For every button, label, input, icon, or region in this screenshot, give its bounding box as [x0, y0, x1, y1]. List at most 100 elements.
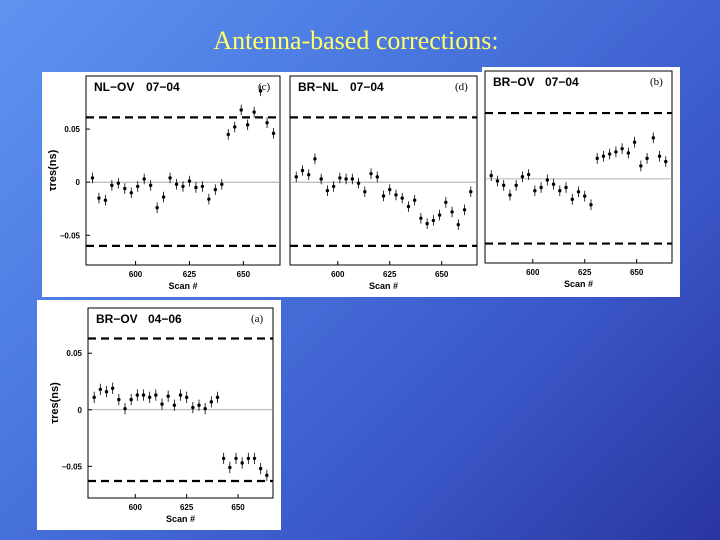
data-point	[545, 178, 550, 182]
data-point	[161, 195, 166, 199]
x-tick-label: 600	[331, 270, 345, 279]
chart-a: BR−OV 04−06 (a) 600 625 650 Scan # 0.05 0 −0.05 τr…	[49, 307, 274, 524]
data-point	[400, 196, 404, 200]
data-point	[136, 184, 140, 189]
data-point	[533, 189, 537, 193]
data-point	[412, 198, 417, 202]
data-point	[271, 131, 276, 136]
data-point	[104, 389, 109, 394]
plot-panel-b: BR−OV 07−04 (b) 600 625 650 Scan #	[482, 67, 680, 297]
data-point	[444, 200, 448, 205]
data-point	[419, 216, 423, 220]
data-point	[614, 150, 618, 154]
data-point	[551, 182, 556, 186]
data-point	[657, 154, 662, 158]
data-point	[258, 466, 263, 471]
plot-title: NL−OV	[94, 80, 134, 94]
data-point	[394, 193, 398, 197]
data-point	[98, 387, 103, 392]
data-point	[110, 183, 114, 188]
data-point	[450, 210, 454, 214]
x-tick-label: 650	[630, 268, 644, 277]
data-point	[181, 184, 185, 189]
data-point	[437, 213, 442, 217]
data-point	[154, 393, 158, 397]
x-tick-label: 650	[231, 503, 245, 512]
x-tick-label: 650	[435, 270, 449, 279]
plot-frame	[87, 307, 274, 499]
data-point	[639, 164, 643, 168]
x-axis-label: Scan #	[166, 514, 195, 524]
data-point	[220, 182, 224, 187]
data-point	[508, 193, 512, 197]
data-point	[325, 188, 330, 193]
data-point	[135, 393, 140, 397]
plot-panel-d: BR−NL 07−04 (d) 600 625 650 Scan #	[287, 72, 482, 297]
data-point	[141, 393, 146, 397]
plot-title: BR−OV	[96, 312, 138, 326]
plot-panel-a: BR−OV 04−06 (a) 600 625 650 Scan # 0.05 0 −0.05 τr…	[37, 300, 281, 530]
data-point	[265, 473, 269, 478]
data-point	[406, 204, 411, 209]
data-point	[645, 156, 649, 161]
data-point	[147, 395, 152, 400]
plot-frame	[289, 75, 478, 266]
data-point	[539, 185, 543, 190]
data-point	[187, 179, 192, 183]
x-tick-label: 625	[180, 503, 194, 512]
data-point	[431, 218, 436, 223]
data-point	[265, 121, 269, 125]
x-tick-label: 600	[129, 270, 143, 279]
data-point	[97, 196, 101, 200]
data-point	[313, 157, 317, 161]
y-tick-label: −0.05	[62, 462, 83, 471]
data-point	[583, 194, 587, 198]
slide-title: Antenna-based corrections:	[213, 26, 499, 55]
data-point	[564, 185, 568, 190]
data-point	[116, 181, 121, 185]
plot-date: 07−04	[545, 75, 579, 89]
data-point	[215, 395, 220, 400]
y-tick-label: 0	[78, 406, 83, 415]
data-point	[203, 406, 207, 411]
data-point	[194, 185, 198, 190]
data-point	[200, 184, 205, 189]
data-point	[576, 190, 581, 194]
plot-tag: (a)	[251, 313, 264, 325]
data-point	[174, 182, 179, 187]
data-point	[425, 221, 429, 226]
data-point	[514, 183, 518, 188]
data-point	[142, 177, 146, 181]
data-point	[375, 175, 379, 179]
y-tick-label: 0.05	[66, 349, 82, 358]
data-point	[607, 152, 612, 156]
data-point	[595, 156, 599, 161]
plot-title: BR−OV	[493, 75, 535, 89]
data-point	[502, 183, 506, 188]
x-tick-label: 625	[578, 268, 592, 277]
data-point	[90, 176, 95, 180]
data-point	[651, 136, 655, 140]
data-point	[168, 176, 172, 180]
data-point	[632, 140, 637, 144]
x-tick-label: 650	[237, 270, 251, 279]
data-point	[207, 197, 211, 201]
x-axis-label: Scan #	[168, 281, 197, 291]
data-point	[178, 393, 183, 397]
plot-frame	[85, 75, 281, 266]
data-point	[172, 403, 177, 407]
data-point	[123, 186, 127, 191]
data-point	[462, 208, 467, 212]
y-axis-label: τres(ns)	[49, 382, 61, 424]
data-point	[363, 190, 367, 194]
data-point	[209, 400, 214, 404]
y-tick-label: 0	[76, 178, 81, 187]
data-point	[246, 456, 251, 461]
y-tick-label: 0.05	[64, 125, 80, 134]
data-point	[191, 405, 195, 410]
x-axis-label: Scan #	[564, 279, 593, 289]
data-point	[469, 190, 473, 194]
data-point	[160, 402, 164, 406]
data-point	[558, 189, 562, 193]
